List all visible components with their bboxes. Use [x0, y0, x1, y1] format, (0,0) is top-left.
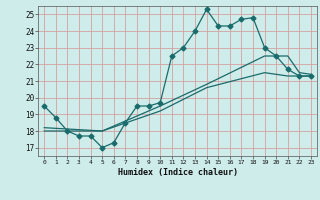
X-axis label: Humidex (Indice chaleur): Humidex (Indice chaleur): [118, 168, 238, 177]
